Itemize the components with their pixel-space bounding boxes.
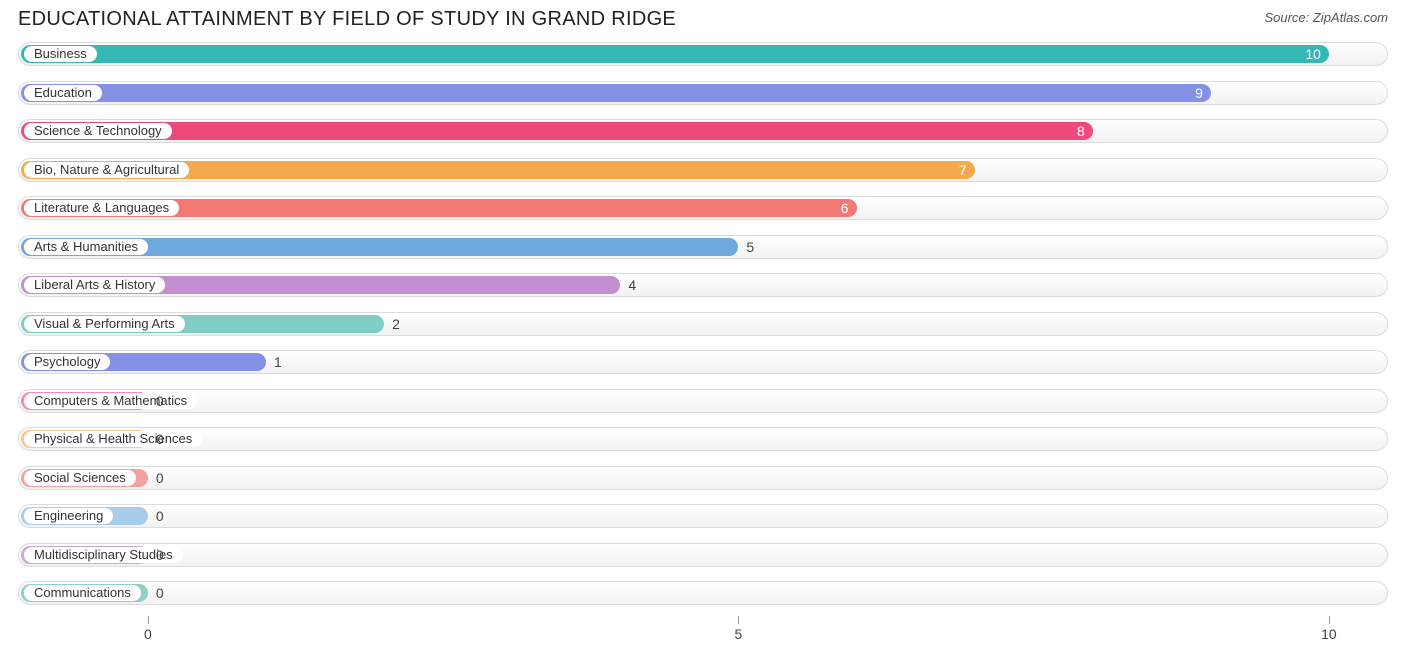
bar-category-label: Science & Technology: [24, 123, 172, 139]
bar-category-label: Arts & Humanities: [24, 239, 148, 255]
bar-row: Literature & Languages 6: [18, 191, 1388, 225]
bar-row: Bio, Nature & Agricultural 7: [18, 153, 1388, 187]
bar-row: Science & Technology 8: [18, 114, 1388, 148]
bar-category-label: Business: [24, 46, 97, 62]
bar-category-label: Bio, Nature & Agricultural: [24, 162, 189, 178]
bar-track: [18, 543, 1388, 567]
chart-source: Source: ZipAtlas.com: [1264, 8, 1388, 25]
bar-track: [18, 504, 1388, 528]
bar-category-label: Literature & Languages: [24, 200, 179, 216]
bar-value-label: 10: [1305, 44, 1321, 64]
chart-title: EDUCATIONAL ATTAINMENT BY FIELD OF STUDY…: [18, 8, 676, 31]
bar-category-label: Computers & Mathematics: [24, 393, 197, 409]
bar-row: Education 9: [18, 76, 1388, 110]
bar-category-label: Visual & Performing Arts: [24, 316, 185, 332]
bar-value-label: 0: [156, 545, 164, 565]
chart-plot-area: Business10Education9Science & Technology…: [0, 35, 1406, 610]
bar-value-label: 0: [156, 506, 164, 526]
bar-row: Communications 0: [18, 576, 1388, 610]
bar-row: Social Sciences 0: [18, 461, 1388, 495]
bar-row: Visual & Performing Arts 2: [18, 307, 1388, 341]
bar-fill: [21, 45, 1329, 63]
x-tick: [738, 616, 739, 624]
bar-value-label: 0: [156, 468, 164, 488]
bar-value-label: 2: [392, 314, 400, 334]
bar-row: Psychology 1: [18, 345, 1388, 379]
bar-row: Business 10: [18, 37, 1388, 71]
bar-value-label: 6: [841, 198, 849, 218]
x-tick: [1329, 616, 1330, 624]
bar-value-label: 7: [959, 160, 967, 180]
bar-category-label: Physical & Health Sciences: [24, 431, 202, 447]
bar-value-label: 0: [156, 391, 164, 411]
x-tick: [148, 616, 149, 624]
bar-track: [18, 581, 1388, 605]
bar-fill: [21, 84, 1211, 102]
bar-fill: [21, 122, 1093, 140]
bar-value-label: 0: [156, 583, 164, 603]
bar-track: [18, 466, 1388, 490]
bar-row: Engineering 0: [18, 499, 1388, 533]
bar-category-label: Communications: [24, 585, 141, 601]
bar-category-label: Psychology: [24, 354, 110, 370]
bar-row: Arts & Humanities 5: [18, 230, 1388, 264]
bar-value-label: 0: [156, 429, 164, 449]
x-tick-label: 5: [735, 626, 743, 642]
bar-track: [18, 389, 1388, 413]
bar-value-label: 9: [1195, 83, 1203, 103]
bar-track: [18, 427, 1388, 451]
bar-category-label: Engineering: [24, 508, 113, 524]
bar-value-label: 4: [628, 275, 636, 295]
bar-category-label: Social Sciences: [24, 470, 136, 486]
bar-row: Computers & Mathematics0: [18, 384, 1388, 418]
bar-row: Physical & Health Sciences0: [18, 422, 1388, 456]
bar-value-label: 5: [746, 237, 754, 257]
bar-category-label: Education: [24, 85, 102, 101]
bar-category-label: Liberal Arts & History: [24, 277, 165, 293]
bar-value-label: 1: [274, 352, 282, 372]
x-tick-label: 10: [1321, 626, 1337, 642]
bar-row: Multidisciplinary Studies0: [18, 538, 1388, 572]
x-axis: 0 5 10: [18, 615, 1388, 649]
bar-row: Liberal Arts & History 4: [18, 268, 1388, 302]
x-tick-label: 0: [144, 626, 152, 642]
chart-header: EDUCATIONAL ATTAINMENT BY FIELD OF STUDY…: [0, 0, 1406, 35]
bar-value-label: 8: [1077, 121, 1085, 141]
